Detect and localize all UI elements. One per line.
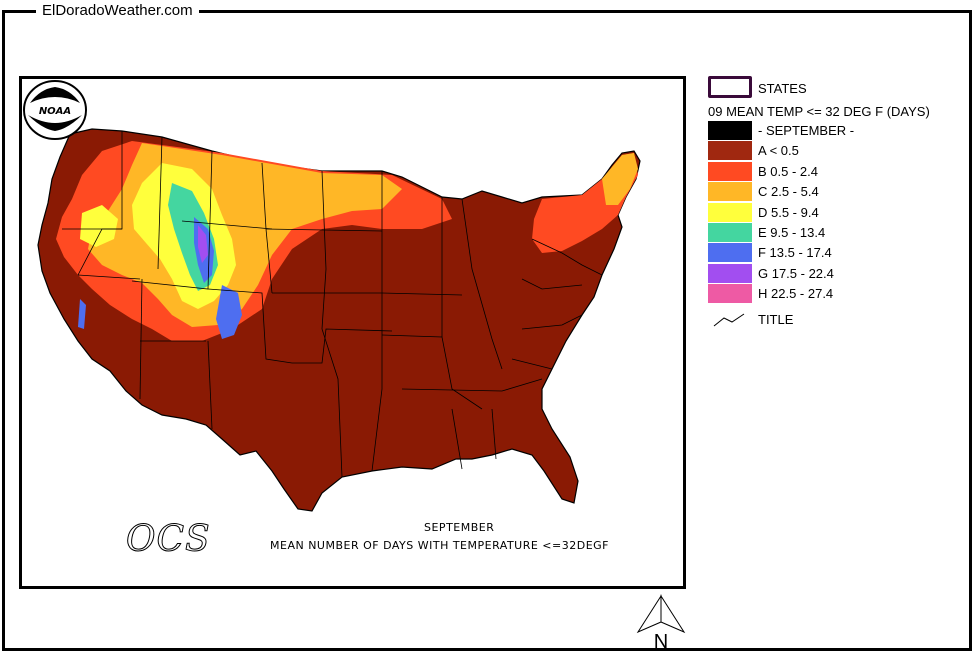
legend-item: A < 0.5	[708, 141, 974, 161]
title-line-icon	[713, 313, 745, 327]
legend-item: E 9.5 - 13.4	[708, 223, 974, 243]
zone-c-northeast	[602, 153, 638, 205]
legend-title-item-label: TITLE	[758, 312, 794, 327]
legend-swatch	[708, 141, 752, 161]
legend-item-label: F 13.5 - 17.4	[758, 245, 832, 261]
map-caption-description: MEAN NUMBER OF DAYS WITH TEMPERATURE <=3…	[270, 539, 610, 552]
legend-swatch	[708, 263, 752, 283]
legend-item-label: D 5.5 - 9.4	[758, 204, 819, 220]
legend-title: 09 MEAN TEMP <= 32 DEG F (DAYS)	[708, 104, 930, 119]
state-boundaries	[62, 131, 603, 478]
noaa-logo: NOAA	[23, 80, 87, 140]
north-label: N	[654, 631, 668, 653]
legend-swatch	[708, 161, 752, 181]
noaa-logo-text: NOAA	[39, 106, 71, 117]
legend-item-label: B 0.5 - 2.4	[758, 163, 818, 179]
legend-item-label: A < 0.5	[758, 143, 799, 159]
zone-f-nevada	[78, 299, 86, 329]
legend-item: D 5.5 - 9.4	[708, 202, 974, 223]
legend-item: - SEPTEMBER -	[708, 121, 974, 141]
ocs-logo: OCS	[126, 519, 211, 561]
page-frame	[2, 10, 972, 651]
legend-item-label: H 22.5 - 27.4	[758, 286, 834, 302]
legend-states-label: STATES	[758, 81, 807, 96]
legend-states-swatch	[708, 76, 752, 98]
map-panel: NOAA OCS SEPTEMBER MEAN NUMBER OF DAYS W…	[19, 76, 686, 589]
legend-item-label: E 9.5 - 13.4	[758, 225, 826, 240]
legend-swatch	[708, 223, 752, 242]
legend-item: G 17.5 - 22.4	[708, 263, 974, 284]
legend-item: C 2.5 - 5.4	[708, 182, 974, 202]
zone-d-west	[80, 205, 118, 247]
legend-swatch	[708, 182, 752, 202]
us-map	[37, 128, 641, 512]
map-caption-month: SEPTEMBER	[424, 521, 495, 534]
site-title[interactable]: ElDoradoWeather.com	[36, 2, 199, 19]
legend-swatch	[708, 202, 752, 222]
north-arrow-icon: N	[636, 594, 686, 653]
legend-item: F 13.5 - 17.4	[708, 243, 974, 263]
zone-f-colorado	[216, 285, 242, 339]
legend-item-label: - SEPTEMBER -	[758, 123, 855, 138]
legend-item-label: C 2.5 - 5.4	[758, 184, 819, 200]
legend-item-label: G 17.5 - 22.4	[758, 265, 834, 281]
zone-g-rockies	[198, 225, 208, 263]
legend-swatch	[708, 284, 752, 304]
legend-swatch	[708, 121, 752, 140]
legend-swatch	[708, 243, 752, 263]
legend-item: H 22.5 - 27.4	[708, 284, 974, 304]
legend-item: B 0.5 - 2.4	[708, 161, 974, 182]
legend-title-item: TITLE	[708, 310, 974, 330]
